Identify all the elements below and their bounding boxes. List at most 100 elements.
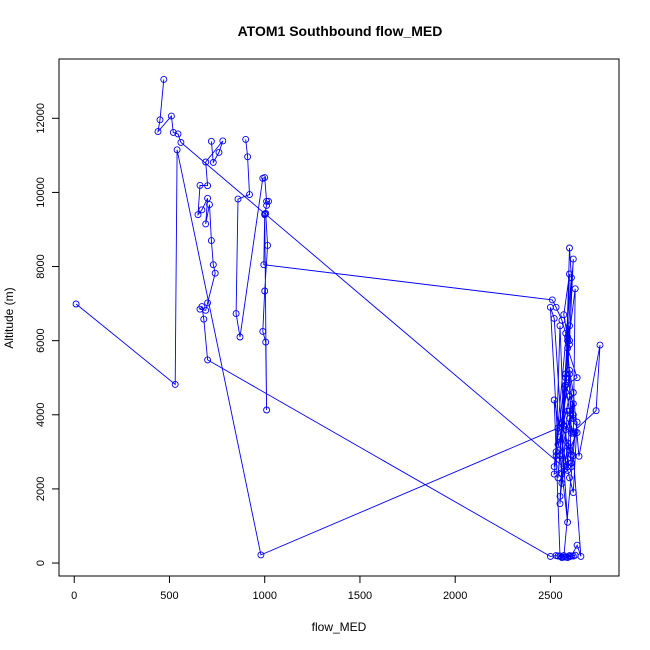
data-point bbox=[566, 244, 573, 252]
chart-title: ATOM1 Southbound flow_MED bbox=[238, 23, 443, 39]
y-tick-label: 6000 bbox=[35, 328, 47, 352]
data-point bbox=[204, 182, 212, 190]
data-point bbox=[554, 474, 562, 482]
data-point bbox=[246, 191, 253, 199]
data-point bbox=[72, 300, 80, 308]
data-point bbox=[156, 116, 164, 124]
data-point bbox=[562, 329, 570, 337]
y-tick-label: 10000 bbox=[35, 177, 47, 208]
data-point bbox=[571, 428, 579, 436]
data-point bbox=[566, 474, 573, 482]
x-tick-label: 1000 bbox=[252, 590, 276, 602]
data-point bbox=[562, 370, 570, 378]
data-point bbox=[261, 174, 269, 182]
data-point bbox=[257, 551, 265, 559]
data-point bbox=[560, 553, 568, 561]
x-tick-label: 2500 bbox=[538, 590, 562, 602]
data-point bbox=[234, 195, 242, 203]
data-point bbox=[566, 407, 573, 415]
y-tick-label: 12000 bbox=[35, 103, 47, 134]
data-point bbox=[573, 374, 581, 382]
y-axis-label: Altitude (m) bbox=[2, 287, 16, 348]
data-point bbox=[556, 452, 564, 460]
x-tick-label: 1500 bbox=[348, 590, 372, 602]
series-line-3 bbox=[235, 139, 601, 523]
data-point bbox=[592, 407, 600, 415]
data-point bbox=[196, 181, 204, 189]
data-point bbox=[236, 333, 244, 341]
plot-frame bbox=[58, 58, 620, 577]
data-point bbox=[567, 451, 575, 459]
data-point bbox=[573, 418, 581, 426]
data-point bbox=[566, 322, 573, 330]
y-tick-label: 2000 bbox=[35, 477, 47, 501]
data-point bbox=[564, 333, 572, 341]
data-point bbox=[566, 392, 573, 400]
data-point bbox=[194, 211, 202, 219]
data-point bbox=[242, 135, 250, 143]
data-point bbox=[569, 489, 577, 497]
data-point bbox=[167, 112, 175, 120]
data-point bbox=[200, 315, 208, 323]
data-point bbox=[262, 338, 270, 346]
data-point bbox=[596, 341, 604, 349]
data-point bbox=[569, 415, 577, 422]
data-point bbox=[554, 440, 562, 448]
data-point bbox=[556, 500, 564, 508]
data-point bbox=[577, 552, 585, 560]
data-point bbox=[219, 137, 227, 145]
data-point bbox=[564, 439, 572, 447]
data-point bbox=[160, 75, 168, 83]
data-point bbox=[571, 285, 579, 293]
y-axis: 0 2000 4000 6000 8000 10000 12000 bbox=[35, 103, 60, 566]
data-point bbox=[566, 270, 573, 278]
y-tick-label: 4000 bbox=[35, 403, 47, 427]
y-tick-label: 8000 bbox=[35, 254, 47, 278]
data-point bbox=[169, 128, 177, 136]
data-point bbox=[554, 424, 562, 432]
x-tick-label: 500 bbox=[160, 590, 178, 602]
data-point bbox=[261, 287, 269, 295]
data-point bbox=[211, 269, 219, 277]
data-point bbox=[264, 241, 272, 249]
data-point bbox=[558, 479, 566, 487]
data-point bbox=[263, 201, 271, 209]
data-point bbox=[259, 327, 267, 335]
data-point bbox=[562, 374, 570, 382]
data-point bbox=[569, 400, 577, 408]
data-point bbox=[204, 194, 212, 202]
data-point bbox=[209, 261, 217, 269]
data-point bbox=[261, 211, 269, 219]
y-tick-label: 0 bbox=[35, 560, 47, 566]
data-point bbox=[558, 316, 566, 324]
x-tick-label: 0 bbox=[71, 590, 77, 602]
data-point bbox=[244, 153, 252, 161]
data-point bbox=[546, 303, 554, 311]
data-point bbox=[232, 310, 240, 318]
x-axis-label: flow_MED bbox=[312, 620, 367, 634]
data-point bbox=[198, 303, 206, 311]
data-point bbox=[564, 407, 572, 415]
data-point bbox=[207, 137, 215, 145]
data-point bbox=[556, 552, 564, 560]
data-point bbox=[215, 148, 223, 156]
data-point bbox=[567, 274, 575, 282]
data-point bbox=[174, 130, 182, 138]
data-point bbox=[567, 552, 575, 560]
data-point bbox=[569, 255, 577, 263]
data-point bbox=[575, 452, 583, 460]
x-tick-label: 2000 bbox=[443, 590, 467, 602]
data-point bbox=[204, 356, 212, 364]
data-point bbox=[206, 201, 213, 209]
data-point bbox=[202, 158, 210, 166]
series-line-4 bbox=[75, 149, 578, 558]
data-point bbox=[566, 415, 573, 422]
data-point bbox=[171, 380, 179, 388]
data-point bbox=[177, 138, 185, 146]
data-point bbox=[209, 158, 217, 166]
data-point bbox=[558, 420, 566, 428]
x-axis: 0 500 1000 1500 2000 2500 bbox=[71, 575, 563, 602]
data-point bbox=[263, 197, 271, 205]
data-point bbox=[562, 381, 570, 389]
